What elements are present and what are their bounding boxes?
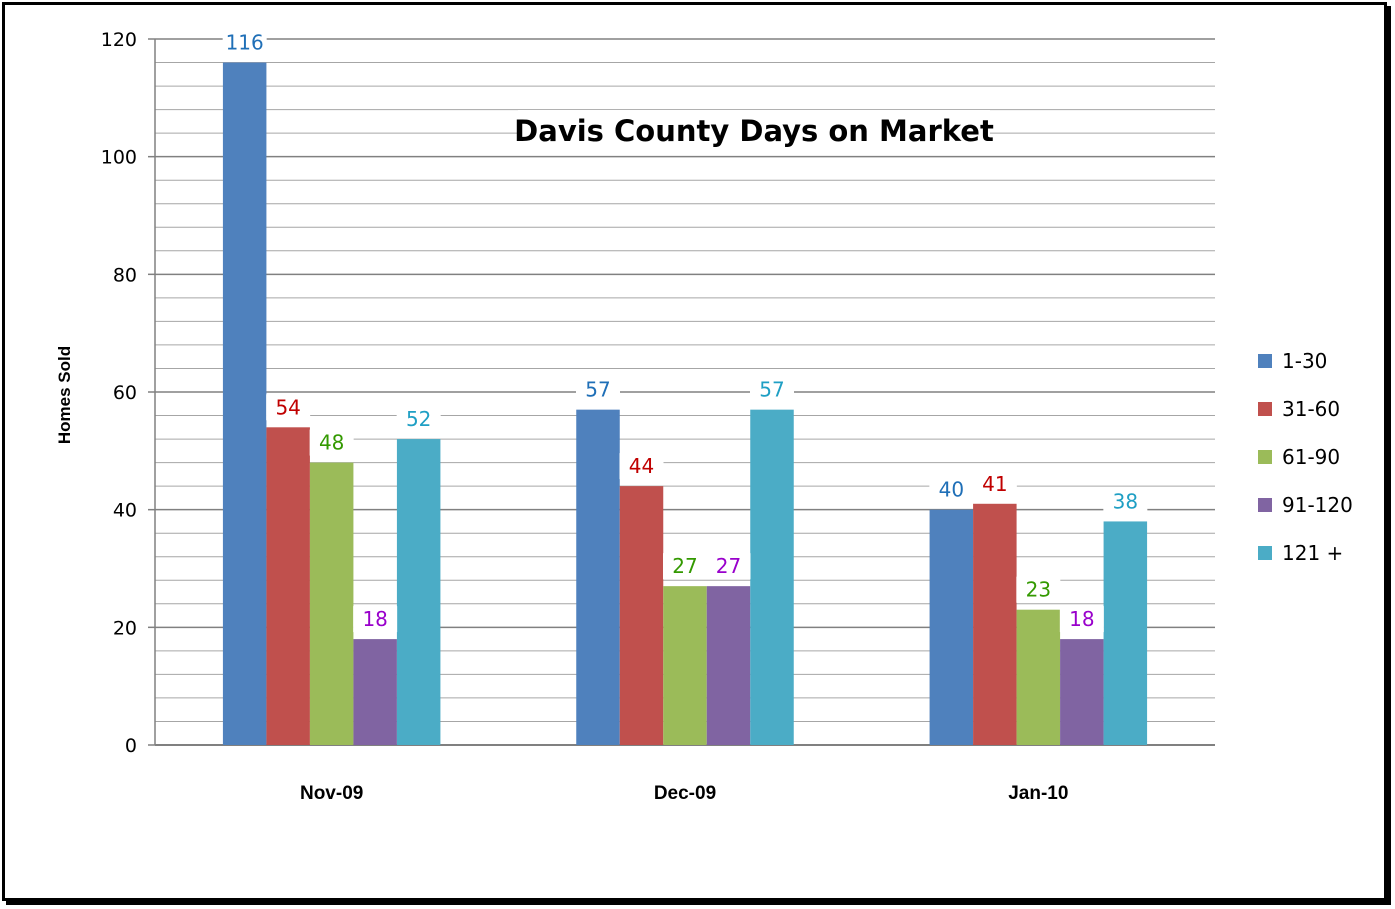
y-tick-label: 100 [101,147,137,169]
data-label-bg [396,406,441,433]
bar-61-90-nov-09 [309,462,354,745]
bar-61-90-jan-10 [1016,609,1061,745]
bar-1-30-nov-09 [222,62,267,746]
x-category-label: Nov-09 [300,783,363,804]
legend-label: 1-30 [1282,349,1327,373]
legend-label: 61-90 [1282,445,1340,469]
y-tick-label: 80 [113,264,137,286]
data-label-bg [1016,576,1061,603]
y-tick-label: 0 [125,735,137,757]
legend-swatch [1258,546,1272,560]
bar-1-30-jan-10 [929,509,974,745]
data-label-bg [972,470,1017,497]
legend: 1-30 31-60 61-90 91-120 121 + [1258,349,1353,565]
bar-121+-jan-10 [1103,521,1148,745]
data-label-bg [576,376,620,403]
bar-31-60-jan-10 [973,503,1017,745]
legend-label: 121 + [1282,541,1343,565]
bar-31-60-nov-09 [266,427,310,745]
y-tick-label: 40 [113,500,137,522]
bar-31-60-dec-09 [619,486,664,745]
data-label-bg [222,29,267,56]
y-tick-label: 60 [113,382,137,404]
bar-91-120-dec-09 [706,586,751,745]
data-label-bg [750,376,794,403]
bar-1-30-dec-09 [576,409,620,745]
data-label: 57 [759,378,784,402]
data-label: 116 [226,31,264,55]
legend-swatch [1258,498,1272,512]
data-label-bg [266,394,311,421]
legend-swatch [1258,354,1272,368]
data-label: 27 [716,554,741,578]
data-label: 52 [406,407,431,431]
data-label: 18 [362,607,387,631]
y-axis-label: Homes Sold [55,346,74,444]
bar-121+-dec-09 [750,409,794,745]
y-tick-label: 20 [113,617,137,639]
data-label-bg [619,453,664,480]
data-label: 54 [275,395,300,419]
data-label: 48 [319,431,344,455]
data-label: 44 [629,454,654,478]
data-label-bg [1103,488,1148,515]
data-label: 41 [982,472,1007,496]
y-tick-label: 120 [101,29,137,51]
data-label-bg [663,553,707,580]
bar-91-120-jan-10 [1060,639,1104,745]
x-category-label: Jan-10 [1008,783,1068,804]
chart-title: Davis County Days on Market [514,114,994,148]
data-label: 27 [672,554,697,578]
data-label-bg [1059,606,1104,633]
legend-label: 91-120 [1282,493,1353,517]
bars [222,62,1148,746]
data-labels: 116 54 48 18 52 57 44 27 27 57 40 41 23 18 38 [222,29,1148,633]
data-label-bg [706,553,751,580]
data-label-bg [929,476,974,503]
bar-61-90-dec-09 [663,586,707,745]
bar-91-120-nov-09 [353,639,397,745]
legend-label: 31-60 [1282,397,1340,421]
data-label: 38 [1113,489,1138,513]
x-category-label: Dec-09 [654,783,716,804]
data-label: 18 [1069,607,1094,631]
data-label: 57 [585,378,610,402]
data-label-bg [309,429,354,456]
chart-title-group: Davis County Days on Market [514,110,994,154]
data-label: 40 [939,478,964,502]
data-label-bg [353,606,398,633]
bar-121+-nov-09 [396,439,441,745]
legend-swatch [1258,402,1272,416]
data-label: 23 [1026,578,1051,602]
legend-swatch [1258,450,1272,464]
